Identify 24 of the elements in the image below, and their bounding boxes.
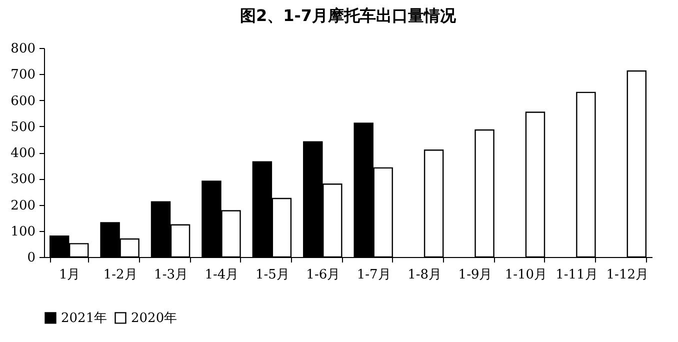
x-tick-label: 1-7月	[356, 268, 391, 282]
x-tick-label: 1-4月	[204, 268, 239, 282]
y-tick-label: 300	[10, 172, 36, 188]
x-tick-label: 1-12月	[606, 268, 649, 282]
y-tick-label: 600	[10, 94, 36, 109]
x-tick-label: 1-5月	[255, 268, 290, 282]
legend-label: 2021年	[61, 310, 108, 326]
y-tick-label: 800	[10, 42, 36, 56]
chart-title: 图2、1-7月摩托车出口量情况	[240, 6, 458, 25]
x-tick-label: 1-9月	[458, 268, 492, 282]
legend-label: 2020年	[131, 310, 178, 326]
x-tick-label: 1-10月	[504, 268, 548, 282]
y-tick-label: 0	[27, 250, 36, 266]
x-tick-label: 1-2月	[103, 268, 138, 282]
x-tick-label: 1月	[58, 268, 80, 282]
x-tick-label: 1-8月	[408, 268, 442, 282]
y-tick-label: 500	[10, 120, 36, 135]
y-tick-label: 700	[10, 68, 36, 83]
y-tick-label: 400	[10, 146, 36, 161]
x-tick-label: 1-11月	[556, 268, 598, 282]
y-tick-label: 100	[10, 224, 36, 240]
x-tick-label: 1-3月	[154, 268, 188, 282]
y-tick-label: 200	[10, 198, 36, 214]
x-tick-label: 1-6月	[306, 268, 340, 282]
